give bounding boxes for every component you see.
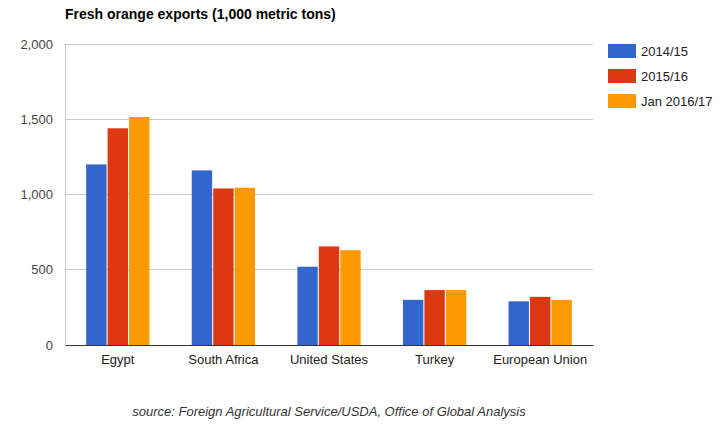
- legend-label: 2014/15: [641, 44, 688, 59]
- bar: [86, 164, 106, 345]
- series: [129, 117, 572, 345]
- legend-item: Jan 2016/17: [608, 94, 713, 109]
- y-tick-label: 1,000: [20, 187, 53, 202]
- x-tick: South Africa: [188, 345, 259, 367]
- grid-line: [65, 44, 593, 45]
- x-tick-label: United States: [290, 352, 369, 367]
- x-tick-label: Egypt: [101, 352, 135, 367]
- y-axis-line: [65, 45, 66, 346]
- x-tick: Egypt: [101, 345, 135, 367]
- y-axis: 0 500 1,000 1,500 2,000: [20, 37, 65, 353]
- y-tick-label: 0: [46, 338, 53, 353]
- x-axis: Egypt South Africa United States Turkey Euro…: [66, 345, 594, 367]
- legend-item: 2015/16: [608, 69, 688, 84]
- y-tick-label: 1,500: [20, 112, 53, 127]
- legend-label: Jan 2016/17: [641, 94, 713, 109]
- bar: [108, 128, 128, 345]
- bar: [129, 117, 149, 345]
- x-tick: United States: [290, 345, 369, 367]
- bar: [509, 301, 529, 345]
- chart: 0 500 1,000 1,500 2,000 Egypt South Africa Unit…: [0, 0, 728, 430]
- legend-swatch: [608, 69, 636, 83]
- series: [108, 128, 551, 345]
- bar: [424, 290, 444, 345]
- title: Fresh orange exports (1,000 metric tons): [65, 6, 336, 22]
- y-tick: 500: [31, 262, 65, 277]
- x-tick-label: European Union: [493, 352, 587, 367]
- y-tick-label: 2,000: [20, 37, 53, 52]
- bar: [403, 300, 423, 345]
- bar: [297, 267, 317, 345]
- bar: [192, 170, 212, 345]
- source-note: source: Foreign Agricultural Service/USD…: [132, 404, 526, 419]
- bar: [530, 297, 550, 345]
- x-axis-line: [66, 345, 594, 346]
- bar: [235, 188, 255, 345]
- bar: [340, 250, 360, 345]
- x-tick: European Union: [493, 345, 587, 367]
- y-tick: 1,000: [20, 187, 65, 202]
- series: [86, 164, 529, 345]
- legend-swatch: [608, 94, 636, 108]
- legend-label: 2015/16: [641, 69, 688, 84]
- x-tick-label: South Africa: [188, 352, 259, 367]
- grid: [65, 44, 593, 345]
- x-tick: Turkey: [415, 345, 455, 367]
- bar: [551, 300, 571, 345]
- legend-swatch: [608, 44, 636, 58]
- bars: [86, 117, 572, 345]
- y-tick: 2,000: [20, 37, 65, 52]
- bar: [446, 290, 466, 345]
- y-tick-label: 500: [31, 262, 53, 277]
- bar: [213, 188, 233, 345]
- bar: [319, 246, 339, 345]
- x-tick-label: Turkey: [415, 352, 455, 367]
- legend: 2014/15 2015/16 Jan 2016/17: [608, 44, 713, 109]
- legend-item: 2014/15: [608, 44, 688, 59]
- y-tick: 1,500: [20, 112, 65, 127]
- y-tick: 0: [46, 338, 65, 353]
- plot: 0 500 1,000 1,500 2,000 Egypt South Africa Unit…: [20, 37, 593, 368]
